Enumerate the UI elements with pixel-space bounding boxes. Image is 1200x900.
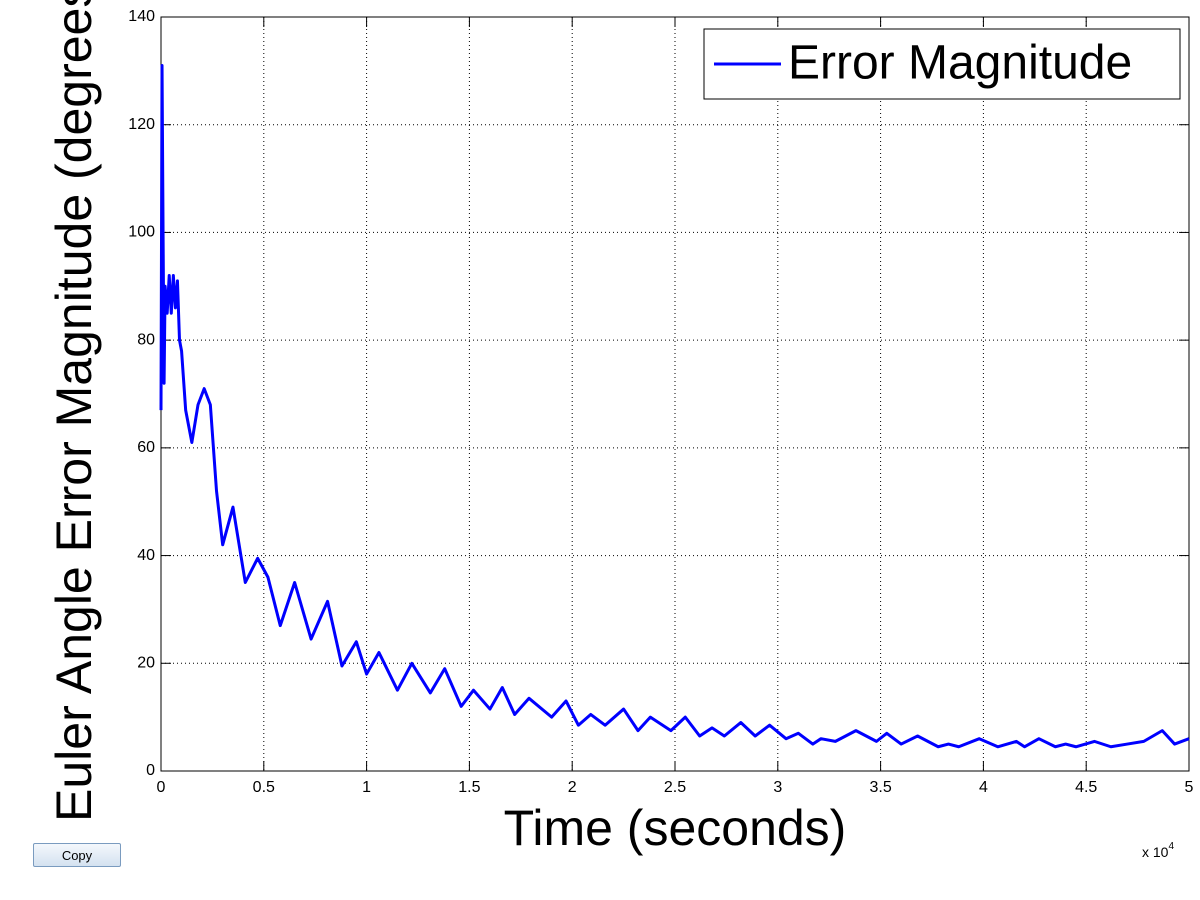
x-multiplier: x 104 [1142, 841, 1174, 860]
x-tick-label: 3 [773, 779, 782, 796]
y-tick-label: 60 [137, 439, 155, 456]
x-tick-label: 4.5 [1075, 779, 1097, 796]
x-tick-label: 1.5 [458, 779, 480, 796]
legend-label: Error Magnitude [788, 37, 1132, 90]
y-tick-label: 120 [128, 116, 155, 133]
x-tick-label: 0.5 [253, 779, 275, 796]
x-tick-label: 3.5 [869, 779, 891, 796]
y-tick-label: 80 [137, 331, 155, 348]
x-tick-label: 2 [568, 779, 577, 796]
legend-box [703, 28, 1181, 100]
y-tick-label: 140 [128, 8, 155, 25]
y-tick-label: 100 [128, 224, 155, 241]
data-line [159, 63, 1190, 749]
x-tick-label: 0 [157, 779, 166, 796]
y-tick-label: 20 [137, 655, 155, 672]
x-tick-label: 4 [979, 779, 988, 796]
y-axis-label: Euler Angle Error Magnitude (degrees) [46, 0, 102, 822]
x-tick-label: 1 [362, 779, 371, 796]
multiplier-base: x 10 [1142, 844, 1169, 860]
y-tick-label: 40 [137, 547, 155, 564]
y-tick-label: 0 [146, 762, 155, 779]
x-tick-label: 2.5 [664, 779, 686, 796]
copy-button[interactable]: Copy [33, 843, 121, 867]
x-axis-label: Time (seconds) [504, 800, 847, 856]
multiplier-exponent: 4 [1168, 841, 1174, 852]
x-tick-label: 5 [1185, 779, 1194, 796]
